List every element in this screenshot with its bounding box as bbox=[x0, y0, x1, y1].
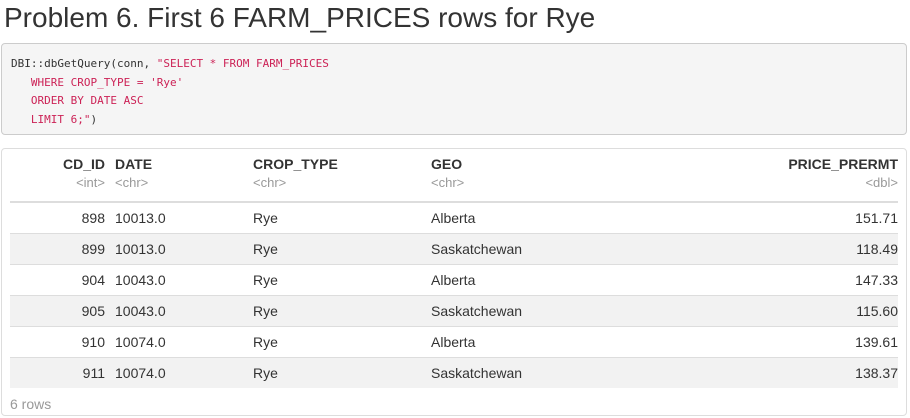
cell-price: 118.49 bbox=[711, 233, 898, 265]
table-header-row: CD_ID <int> DATE <chr> CROP_TYPE <chr> G… bbox=[10, 149, 898, 202]
column-type: <chr> bbox=[253, 175, 287, 190]
column-name: PRICE_PRERMT bbox=[788, 156, 898, 172]
cell-cd-id: 910 bbox=[10, 326, 105, 358]
column-name: GEO bbox=[431, 156, 463, 172]
cell-price: 115.60 bbox=[711, 295, 898, 327]
column-header-price-prermt[interactable]: PRICE_PRERMT <dbl> bbox=[711, 149, 898, 202]
column-type: <int> bbox=[76, 175, 105, 190]
column-header-date[interactable]: DATE <chr> bbox=[105, 149, 253, 202]
code-plain: DBI::dbGetQuery(conn, bbox=[11, 57, 157, 70]
cell-cd-id: 898 bbox=[10, 201, 105, 234]
cell-cd-id: 899 bbox=[10, 233, 105, 265]
cell-geo: Saskatchewan bbox=[431, 295, 711, 327]
table-row: 905 10043.0 Rye Saskatchewan 115.60 bbox=[10, 295, 898, 327]
cell-cd-id: 911 bbox=[10, 357, 105, 388]
column-name: CROP_TYPE bbox=[253, 156, 338, 172]
table-row: 910 10074.0 Rye Alberta 139.61 bbox=[10, 326, 898, 358]
cell-price: 139.61 bbox=[711, 326, 898, 358]
code-block: DBI::dbGetQuery(conn, "SELECT * FROM FAR… bbox=[1, 43, 907, 135]
table-row: 904 10043.0 Rye Alberta 147.33 bbox=[10, 264, 898, 296]
cell-geo: Alberta bbox=[431, 264, 711, 296]
cell-date: 10043.0 bbox=[105, 295, 253, 327]
cell-crop-type: Rye bbox=[253, 357, 431, 388]
cell-crop-type: Rye bbox=[253, 295, 431, 327]
cell-date: 10074.0 bbox=[105, 357, 253, 388]
column-header-geo[interactable]: GEO <chr> bbox=[431, 149, 711, 202]
code-string: "SELECT * FROM FARM_PRICES bbox=[156, 57, 329, 70]
table-row: 911 10074.0 Rye Saskatchewan 138.37 bbox=[10, 357, 898, 388]
results-table: CD_ID <int> DATE <chr> CROP_TYPE <chr> G… bbox=[10, 149, 898, 388]
cell-geo: Alberta bbox=[431, 326, 711, 358]
column-name: CD_ID bbox=[62, 156, 105, 172]
code-line-2: WHERE CROP_TYPE = 'Rye' bbox=[11, 75, 184, 89]
code-line-1: DBI::dbGetQuery(conn, "SELECT * FROM FAR… bbox=[11, 55, 897, 74]
cell-date: 10074.0 bbox=[105, 326, 253, 358]
cell-crop-type: Rye bbox=[253, 264, 431, 296]
cell-crop-type: Rye bbox=[253, 201, 431, 234]
cell-geo: Saskatchewan bbox=[431, 233, 711, 265]
cell-geo: Alberta bbox=[431, 201, 711, 234]
column-type: <chr> bbox=[431, 175, 465, 190]
cell-geo: Saskatchewan bbox=[431, 357, 711, 388]
code-line-3: ORDER BY DATE ASC bbox=[11, 94, 144, 107]
cell-price: 147.33 bbox=[711, 264, 898, 296]
cell-cd-id: 904 bbox=[10, 264, 105, 296]
cell-price: 151.71 bbox=[711, 201, 898, 234]
table-row: 899 10013.0 Rye Saskatchewan 118.49 bbox=[10, 233, 898, 265]
code-plain: ) bbox=[90, 112, 98, 126]
cell-price: 138.37 bbox=[711, 357, 898, 388]
column-type: <dbl> bbox=[865, 175, 898, 190]
cell-date: 10013.0 bbox=[105, 233, 253, 265]
row-count-label: 6 rows bbox=[10, 396, 52, 412]
column-name: DATE bbox=[115, 156, 153, 172]
page-title: Problem 6. First 6 FARM_PRICES rows for … bbox=[4, 2, 596, 33]
cell-crop-type: Rye bbox=[253, 326, 431, 358]
cell-date: 10043.0 bbox=[105, 264, 253, 296]
column-header-cd-id[interactable]: CD_ID <int> bbox=[10, 149, 105, 202]
cell-crop-type: Rye bbox=[253, 233, 431, 265]
table-row: 898 10013.0 Rye Alberta 151.71 bbox=[10, 201, 898, 234]
column-header-crop-type[interactable]: CROP_TYPE <chr> bbox=[253, 149, 431, 202]
column-type: <chr> bbox=[115, 175, 149, 190]
results-table-container: CD_ID <int> DATE <chr> CROP_TYPE <chr> G… bbox=[1, 148, 907, 416]
cell-date: 10013.0 bbox=[105, 201, 253, 234]
cell-cd-id: 905 bbox=[10, 295, 105, 327]
code-line-4: LIMIT 6;") bbox=[11, 111, 897, 130]
code-string: LIMIT 6;" bbox=[11, 112, 91, 126]
